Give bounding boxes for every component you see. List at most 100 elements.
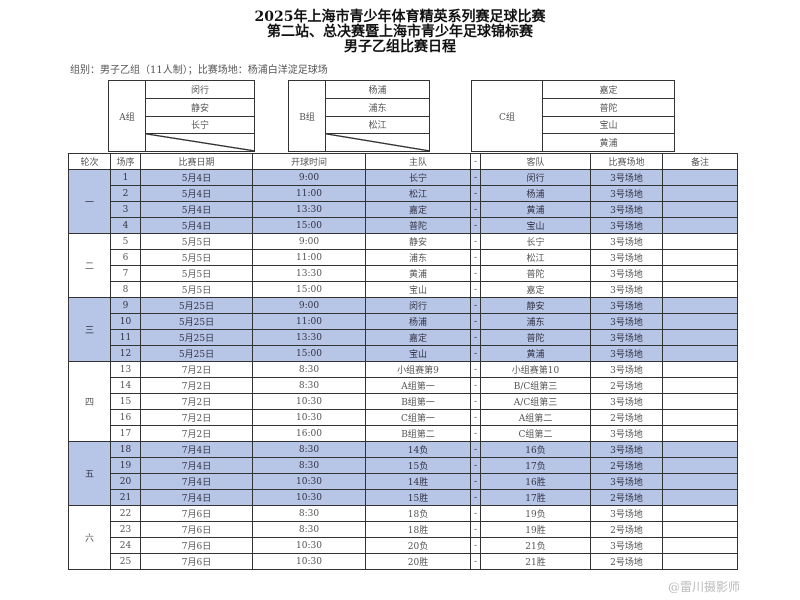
- separator: -: [470, 201, 481, 218]
- kickoff-time: 10:30: [252, 409, 366, 426]
- home-team: 18负: [365, 505, 471, 522]
- kickoff-time: 10:30: [252, 473, 366, 490]
- round-cell: 一: [68, 169, 111, 234]
- kickoff-time: 8:30: [252, 441, 366, 458]
- group-box: A组 闵行 静安 长宁: [108, 80, 255, 152]
- round-cell: 六: [68, 505, 111, 570]
- home-team: 普陀: [365, 217, 471, 234]
- venue: 2号场地: [590, 489, 663, 506]
- kickoff-time: 8:30: [252, 361, 366, 378]
- match-number: 10: [110, 313, 141, 330]
- group-box: C组 嘉定 普陀 宝山 黄浦: [471, 80, 675, 152]
- group-name: A组: [109, 81, 146, 151]
- table-row: 23 7月6日 8:30 18胜 - 19胜 2号场地: [69, 521, 738, 538]
- away-team: 17负: [480, 457, 591, 474]
- match-number: 20: [110, 473, 141, 490]
- venue: 3号场地: [590, 345, 663, 362]
- venue: 3号场地: [590, 169, 663, 186]
- remarks: [662, 281, 738, 298]
- watermark: @雷川摄影师: [668, 580, 741, 594]
- column-header: 客队: [480, 153, 591, 170]
- remarks: [662, 233, 738, 250]
- venue: 3号场地: [590, 425, 663, 442]
- group-name: B组: [289, 81, 326, 151]
- table-row: 12 5月25日 15:00 宝山 - 黄浦 3号场地: [69, 345, 738, 362]
- group-team: 浦东: [326, 99, 429, 117]
- kickoff-time: 11:00: [252, 185, 366, 202]
- separator: -: [470, 345, 481, 362]
- group-box: B组 杨浦 浦东 松江: [288, 80, 430, 152]
- remarks: [662, 457, 738, 474]
- table-row: 五 18 7月4日 8:30 14负 - 16负 3号场地: [68, 441, 738, 506]
- venue: 3号场地: [590, 233, 663, 250]
- match-number: 21: [110, 489, 141, 506]
- remarks: [662, 425, 738, 442]
- remarks: [662, 409, 738, 426]
- remarks: [662, 553, 738, 570]
- home-team: 15负: [365, 457, 471, 474]
- remarks: [662, 361, 738, 378]
- match-number: 18: [110, 441, 141, 458]
- remarks: [662, 297, 738, 314]
- home-team: A组第一: [365, 377, 471, 394]
- separator: -: [470, 377, 481, 394]
- kickoff-time: 15:00: [252, 217, 366, 234]
- match-date: 7月2日: [140, 377, 253, 394]
- home-team: 黄浦: [365, 265, 471, 282]
- separator: -: [470, 505, 481, 522]
- separator: -: [470, 185, 481, 202]
- away-team: 浦东: [480, 313, 591, 330]
- match-date: 5月4日: [140, 217, 253, 234]
- table-row: 16 7月2日 10:30 C组第一 - A组第二 2号场地: [69, 409, 738, 426]
- away-team: 普陀: [480, 265, 591, 282]
- match-number: 15: [110, 393, 141, 410]
- match-date: 5月4日: [140, 169, 253, 186]
- kickoff-time: 10:30: [252, 553, 366, 570]
- match-date: 5月5日: [140, 281, 253, 298]
- column-header: 场序: [110, 153, 141, 170]
- match-date: 5月4日: [140, 201, 253, 218]
- home-team: 18胜: [365, 521, 471, 538]
- venue: 2号场地: [590, 409, 663, 426]
- group-team: 黄浦: [599, 139, 618, 150]
- table-row: 21 7月4日 10:30 15胜 - 17胜 2号场地: [69, 489, 738, 506]
- remarks: [662, 249, 738, 266]
- remarks: [662, 505, 738, 522]
- remarks: [662, 473, 738, 490]
- home-team: 14胜: [365, 473, 471, 490]
- separator: -: [470, 409, 481, 426]
- match-date: 7月6日: [140, 521, 253, 538]
- venue: 3号场地: [590, 249, 663, 266]
- remarks: [662, 393, 738, 410]
- title-line-3: 男子乙组比赛日程: [344, 39, 456, 55]
- kickoff-time: 10:30: [252, 537, 366, 554]
- group-team: 静安: [146, 99, 254, 117]
- match-number: 3: [110, 201, 141, 218]
- table-row: 四 13 7月2日 8:30 小组赛第9 - 小组赛第10 3号场地: [68, 361, 738, 442]
- group-team: 长宁: [146, 117, 254, 135]
- match-date: 7月2日: [140, 393, 253, 410]
- group-team: 普陀: [543, 99, 674, 117]
- home-team: C组第一: [365, 409, 471, 426]
- home-team: 嘉定: [365, 201, 471, 218]
- empty-slot: [326, 134, 429, 151]
- remarks: [662, 441, 738, 458]
- match-date: 5月5日: [140, 249, 253, 266]
- match-number: 14: [110, 377, 141, 394]
- round-cell: 四: [68, 361, 111, 442]
- remarks: [662, 537, 738, 554]
- home-team: 嘉定: [365, 329, 471, 346]
- separator: -: [470, 457, 481, 474]
- match-date: 7月2日: [140, 425, 253, 442]
- match-date: 5月5日: [140, 265, 253, 282]
- match-number: 23: [110, 521, 141, 538]
- kickoff-time: 8:30: [252, 505, 366, 522]
- match-number: 12: [110, 345, 141, 362]
- home-team: 宝山: [365, 281, 471, 298]
- round-cell: 二: [68, 233, 111, 298]
- kickoff-time: 9:00: [252, 169, 366, 186]
- home-team: B组第二: [365, 425, 471, 442]
- remarks: [662, 329, 738, 346]
- kickoff-time: 8:30: [252, 457, 366, 474]
